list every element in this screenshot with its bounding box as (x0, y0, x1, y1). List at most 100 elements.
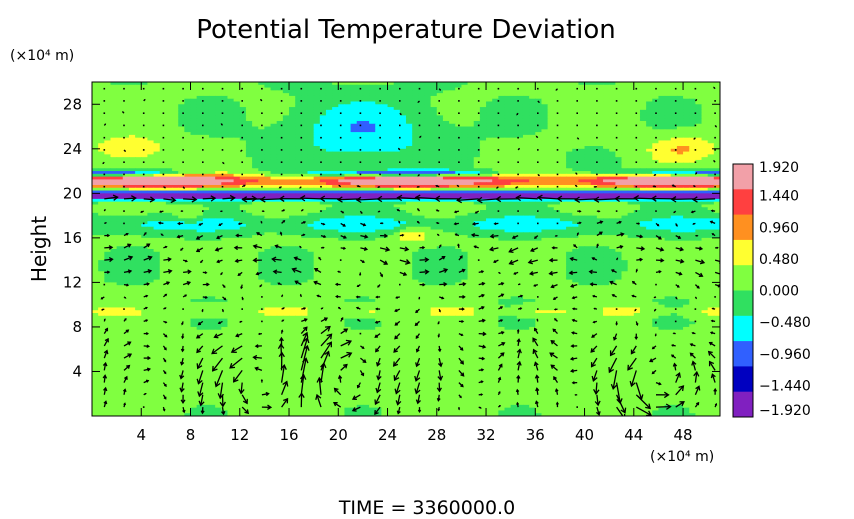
heatmap-cell (578, 95, 586, 100)
heatmap-cell (701, 101, 709, 105)
heatmap-cell (165, 123, 173, 128)
heatmap-cell (92, 120, 99, 125)
heatmap-cell (584, 107, 592, 111)
heatmap-cell (362, 112, 370, 116)
heatmap-cell (276, 126, 284, 130)
heatmap-cell (529, 120, 536, 125)
heatmap-cell (683, 90, 690, 94)
heatmap-cell (393, 87, 401, 91)
heatmap-cell (430, 112, 438, 116)
heatmap-cell (147, 104, 155, 108)
heatmap-cell (252, 115, 259, 119)
heatmap-cell (116, 115, 124, 119)
heatmap-cell (492, 107, 499, 111)
heatmap-cell (178, 84, 185, 89)
heatmap-cell (270, 90, 278, 94)
heatmap-cell (122, 120, 130, 125)
heatmap-cell (449, 90, 456, 94)
heatmap-cell (467, 84, 475, 89)
heatmap-cell (252, 90, 259, 94)
heatmap-cell (695, 120, 703, 125)
heatmap-cell (713, 120, 720, 125)
heatmap-cell (522, 90, 530, 94)
heatmap-cell (202, 118, 210, 122)
heatmap-cell (646, 95, 653, 100)
heatmap-cell (215, 93, 222, 97)
heatmap-cell (270, 107, 278, 111)
heatmap-cell (362, 84, 370, 89)
heatmap-cell (295, 93, 302, 97)
heatmap-cell (252, 126, 259, 130)
heatmap-cell (492, 123, 499, 128)
heatmap-cell (486, 84, 493, 89)
heatmap-cell (104, 101, 112, 105)
heatmap-cell (652, 120, 660, 125)
heatmap-cell (596, 123, 604, 128)
heatmap-cell (590, 82, 598, 86)
heatmap-cell (147, 98, 155, 103)
heatmap-cell (664, 115, 672, 119)
heatmap-cell (332, 82, 339, 86)
heatmap-cell (516, 82, 524, 86)
heatmap-cell (572, 98, 579, 103)
heatmap-cell (104, 82, 112, 86)
heatmap-cell (652, 93, 660, 97)
heatmap-cell (165, 93, 173, 97)
heatmap-cell (621, 98, 629, 103)
heatmap-cell (184, 90, 192, 94)
heatmap-cell (301, 84, 309, 89)
heatmap-cell (301, 90, 309, 94)
heatmap-cell (486, 90, 493, 94)
heatmap-cell (92, 82, 99, 86)
heatmap-cell (301, 112, 309, 116)
heatmap-cell (295, 95, 302, 100)
heatmap-cell (522, 109, 530, 114)
heatmap-cell (399, 98, 407, 103)
heatmap-cell (516, 90, 524, 94)
heatmap-cell (245, 82, 253, 86)
heatmap-cell (633, 95, 641, 100)
heatmap-cell (418, 90, 426, 94)
heatmap-cell (646, 93, 653, 97)
heatmap-cell (547, 107, 555, 111)
heatmap-cell (701, 112, 709, 116)
heatmap-cell (627, 90, 635, 94)
heatmap-cell (141, 93, 149, 97)
heatmap-cell (486, 107, 493, 111)
heatmap-cell (313, 98, 321, 103)
heatmap-cell (393, 104, 401, 108)
heatmap-cell (436, 104, 444, 108)
heatmap-cell (153, 84, 161, 89)
heatmap-cell (153, 126, 161, 130)
heatmap-cell (461, 82, 469, 86)
heatmap-cell (276, 87, 284, 91)
heatmap-cell (406, 84, 413, 89)
heatmap-cell (307, 98, 315, 103)
heatmap-cell (596, 82, 604, 86)
heatmap-cell (590, 107, 598, 111)
heatmap-cell (559, 109, 567, 114)
heatmap-cell (233, 98, 241, 103)
heatmap-cell (510, 95, 518, 100)
heatmap-cell (584, 82, 592, 86)
heatmap-cell (344, 112, 352, 116)
heatmap-cell (289, 93, 296, 97)
heatmap-cell (282, 123, 290, 128)
heatmap-cell (473, 115, 481, 119)
heatmap-cell (350, 126, 358, 130)
heatmap-cell (159, 109, 167, 114)
heatmap-cell (399, 126, 407, 130)
heatmap-cell (492, 95, 499, 100)
heatmap-cell (252, 93, 259, 97)
heatmap-cell (135, 107, 142, 111)
heatmap-cell (430, 120, 438, 125)
heatmap-cell (190, 93, 198, 97)
heatmap-cell (683, 87, 690, 91)
heatmap-cell (664, 84, 672, 89)
heatmap-cell (646, 98, 653, 103)
heatmap-cell (356, 101, 364, 105)
heatmap-cell (135, 123, 142, 128)
heatmap-cell (344, 98, 352, 103)
heatmap-cell (633, 109, 641, 114)
heatmap-cell (683, 109, 690, 114)
